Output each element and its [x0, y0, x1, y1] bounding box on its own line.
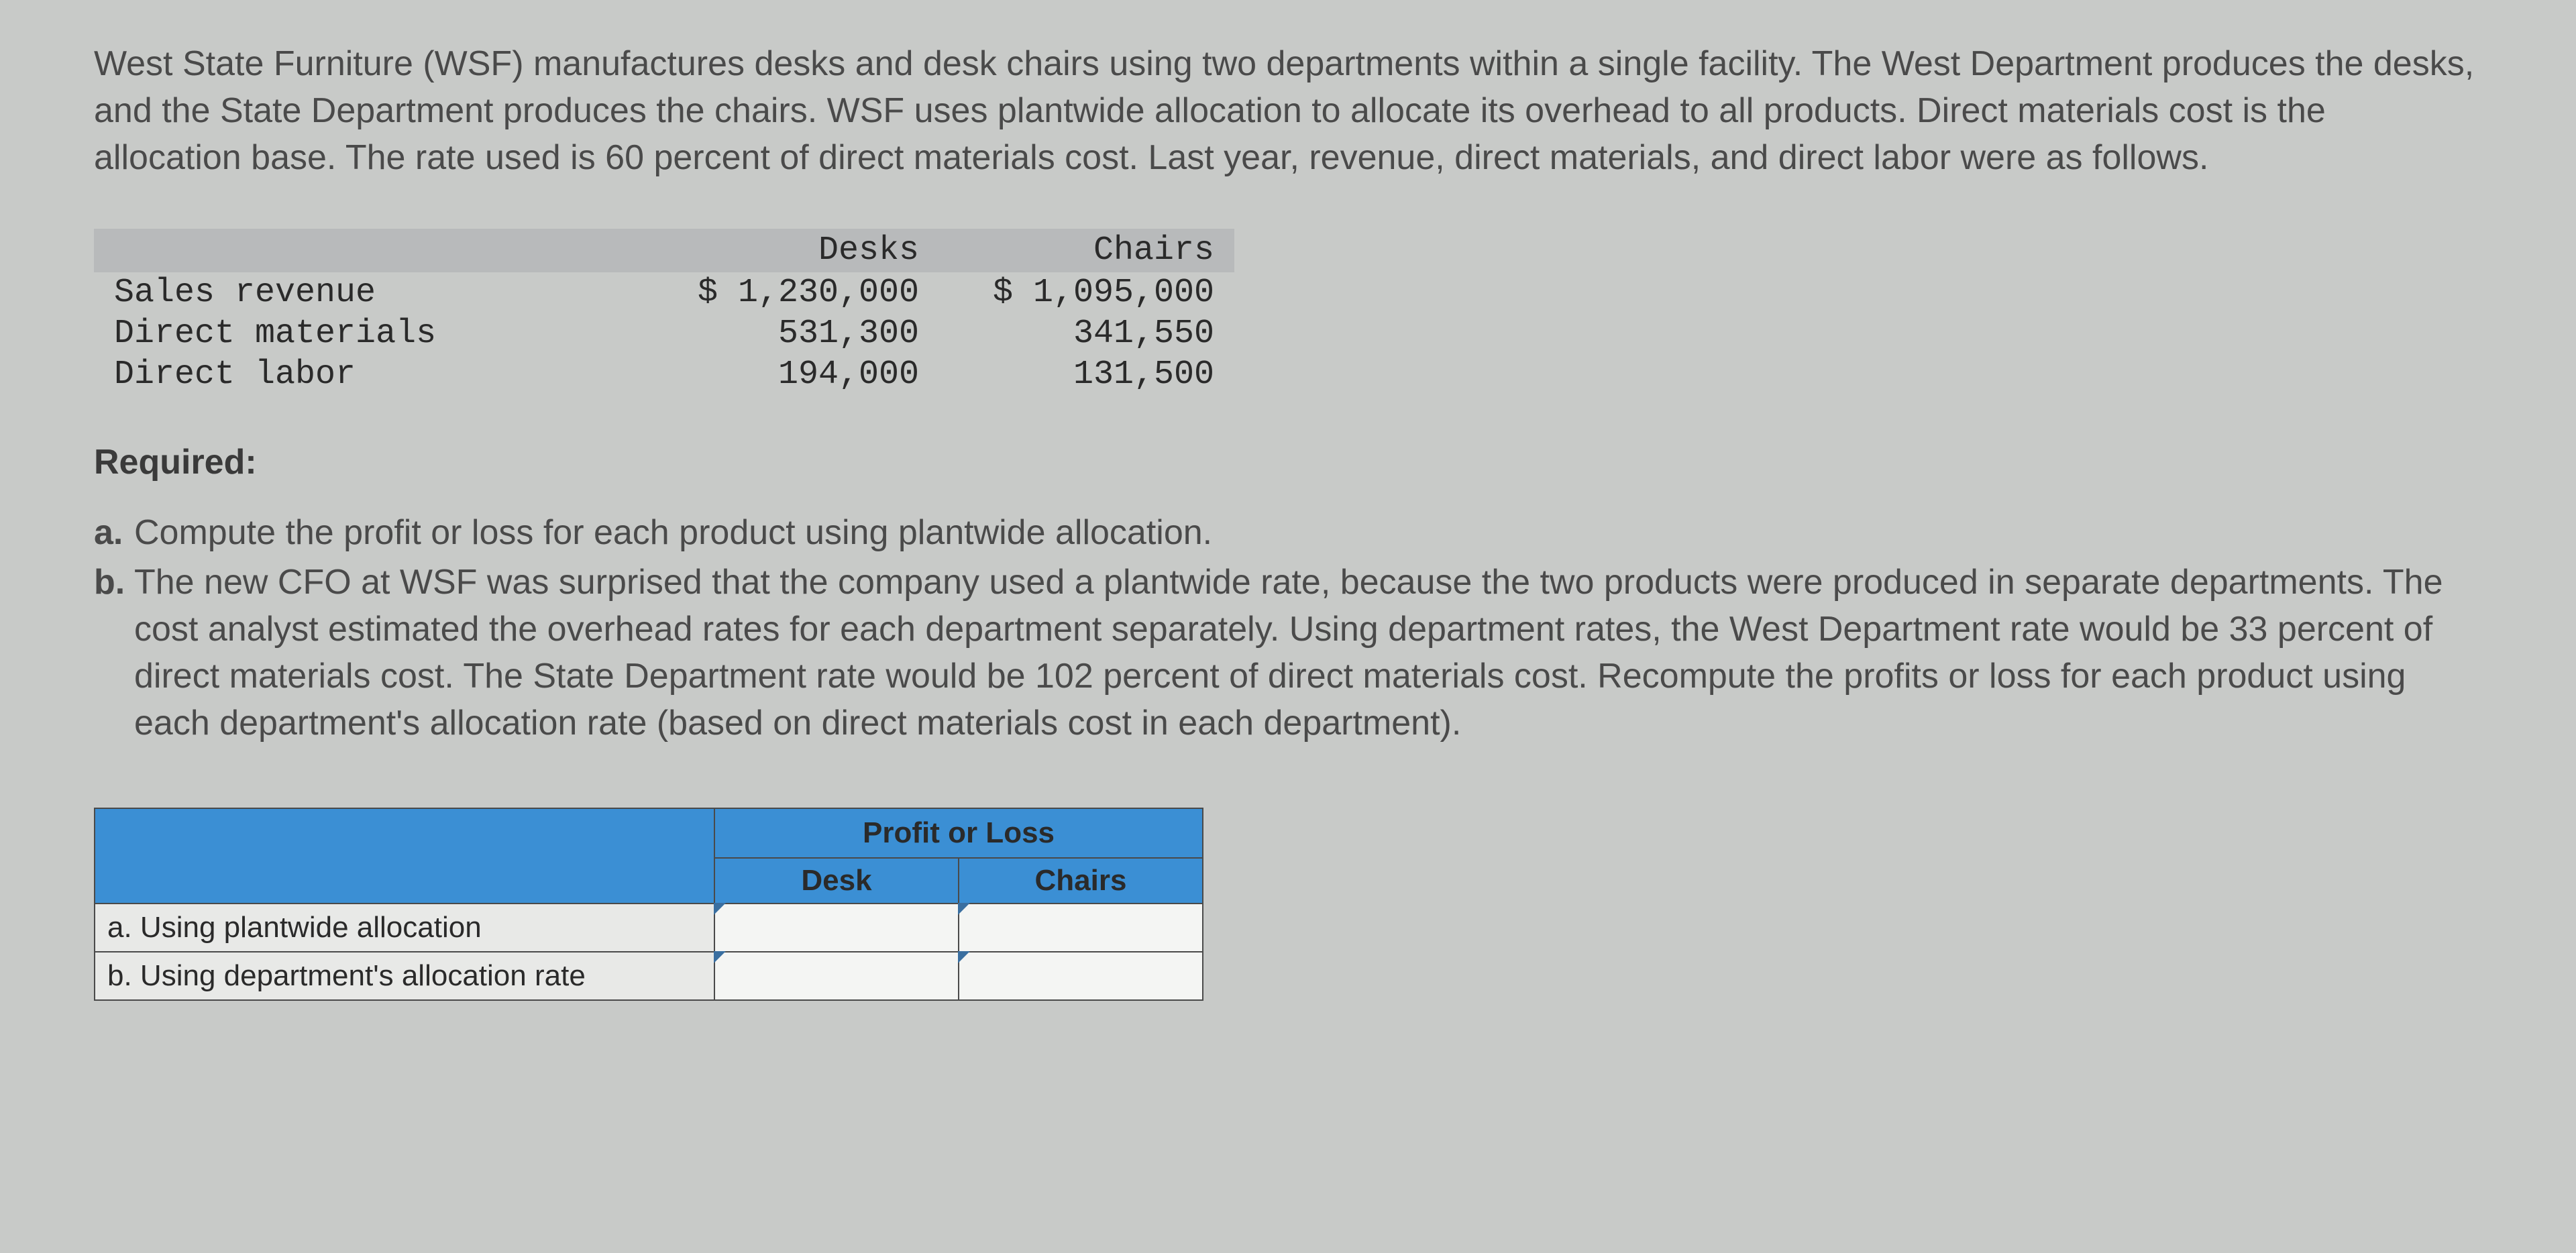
- answer-row: a. Using plantwide allocation: [95, 904, 1203, 952]
- row-label: Sales revenue: [94, 272, 644, 313]
- requirement-a: a. Compute the profit or loss for each p…: [94, 509, 2482, 556]
- cell-desks: $ 1,230,000: [644, 272, 939, 313]
- answer-input-desk-a[interactable]: [714, 904, 959, 952]
- given-data-table: Desks Chairs Sales revenue $ 1,230,000 $…: [94, 229, 1234, 395]
- intro-paragraph: West State Furniture (WSF) manufactures …: [94, 40, 2475, 182]
- text-a: Compute the profit or loss for each prod…: [134, 509, 1212, 556]
- answer-input-desk-b[interactable]: [714, 952, 959, 1000]
- cell-marker-icon: [958, 903, 970, 915]
- answer-row-label: a. Using plantwide allocation: [95, 904, 714, 952]
- cell-chairs: 131,500: [939, 354, 1234, 395]
- answer-header-top: Profit or Loss: [714, 808, 1203, 858]
- col-chairs: Chairs: [939, 229, 1234, 272]
- cell-desks: 531,300: [644, 313, 939, 354]
- cell-marker-icon: [714, 903, 726, 915]
- answer-input-chairs-b[interactable]: [959, 952, 1203, 1000]
- row-label: Direct labor: [94, 354, 644, 395]
- required-heading: Required:: [94, 442, 2482, 482]
- answer-header-desk: Desk: [714, 858, 959, 904]
- table-row: Direct labor 194,000 131,500: [94, 354, 1234, 395]
- cell-chairs: 341,550: [939, 313, 1234, 354]
- col-desks: Desks: [644, 229, 939, 272]
- cell-marker-icon: [958, 951, 970, 963]
- answer-input-chairs-a[interactable]: [959, 904, 1203, 952]
- row-label: Direct materials: [94, 313, 644, 354]
- table-header-row: Desks Chairs: [94, 229, 1234, 272]
- page-root: West State Furniture (WSF) manufactures …: [0, 0, 2576, 1041]
- answer-row: b. Using department's allocation rate: [95, 952, 1203, 1000]
- marker-a: a.: [94, 509, 134, 556]
- table-row: Sales revenue $ 1,230,000 $ 1,095,000: [94, 272, 1234, 313]
- text-b: The new CFO at WSF was surprised that th…: [134, 559, 2482, 747]
- col-empty: [94, 229, 644, 272]
- answer-header-chairs: Chairs: [959, 858, 1203, 904]
- cell-desks: 194,000: [644, 354, 939, 395]
- cell-marker-icon: [714, 951, 726, 963]
- requirements-list: a. Compute the profit or loss for each p…: [94, 509, 2482, 747]
- marker-b: b.: [94, 559, 134, 747]
- answer-table: Profit or Loss Desk Chairs a. Using plan…: [94, 808, 1203, 1001]
- requirement-b: b. The new CFO at WSF was surprised that…: [94, 559, 2482, 747]
- answer-row-label: b. Using department's allocation rate: [95, 952, 714, 1000]
- table-row: Direct materials 531,300 341,550: [94, 313, 1234, 354]
- answer-corner: [95, 808, 714, 904]
- cell-chairs: $ 1,095,000: [939, 272, 1234, 313]
